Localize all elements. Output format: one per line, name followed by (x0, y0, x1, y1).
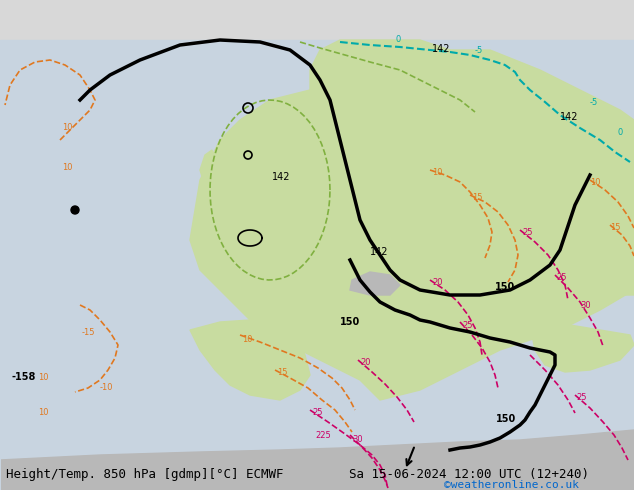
Polygon shape (0, 430, 634, 490)
Polygon shape (218, 130, 248, 190)
Circle shape (71, 206, 79, 214)
Polygon shape (200, 150, 215, 180)
Text: -15: -15 (82, 328, 96, 337)
Polygon shape (532, 320, 634, 372)
Text: ©weatheronline.co.uk: ©weatheronline.co.uk (444, 480, 579, 490)
Text: 20: 20 (360, 358, 370, 367)
Text: -5: -5 (590, 98, 598, 107)
Polygon shape (350, 272, 400, 295)
Text: Height/Temp. 850 hPa [gdmp][°C] ECMWF: Height/Temp. 850 hPa [gdmp][°C] ECMWF (6, 468, 284, 481)
Text: 10: 10 (38, 408, 48, 417)
Text: Sa 15-06-2024 12:00 UTC (12+240): Sa 15-06-2024 12:00 UTC (12+240) (349, 468, 589, 481)
Text: 25: 25 (576, 393, 586, 402)
Text: 25: 25 (556, 273, 567, 282)
Text: -5: -5 (475, 46, 483, 55)
Text: 30: 30 (580, 301, 591, 310)
Text: 142: 142 (370, 247, 389, 257)
Text: 0: 0 (617, 128, 622, 137)
Polygon shape (578, 270, 634, 295)
Text: 15: 15 (610, 223, 621, 232)
Text: 10: 10 (38, 373, 48, 382)
Polygon shape (310, 40, 470, 150)
Text: 15: 15 (277, 368, 287, 377)
Text: 150: 150 (340, 317, 360, 327)
Text: 142: 142 (432, 44, 451, 54)
Text: 10: 10 (62, 123, 72, 132)
Text: -158: -158 (12, 372, 36, 382)
Text: 10: 10 (62, 163, 72, 172)
Text: 142: 142 (560, 112, 578, 122)
Text: 150: 150 (495, 282, 515, 292)
Text: 225: 225 (315, 431, 331, 440)
Text: 20: 20 (432, 278, 443, 287)
Text: 142: 142 (272, 172, 290, 182)
Text: 10: 10 (590, 178, 600, 187)
Polygon shape (190, 50, 634, 400)
Text: 150: 150 (496, 414, 516, 424)
Text: -10: -10 (100, 383, 113, 392)
Text: 25: 25 (312, 408, 323, 417)
Text: 10: 10 (432, 168, 443, 177)
Text: 25: 25 (522, 228, 533, 237)
Text: 30: 30 (352, 435, 363, 444)
Polygon shape (190, 320, 310, 400)
Polygon shape (0, 190, 40, 490)
Text: 0: 0 (395, 35, 400, 44)
Text: 10: 10 (242, 335, 252, 344)
Text: 25: 25 (462, 321, 472, 330)
Text: 15: 15 (472, 193, 482, 202)
